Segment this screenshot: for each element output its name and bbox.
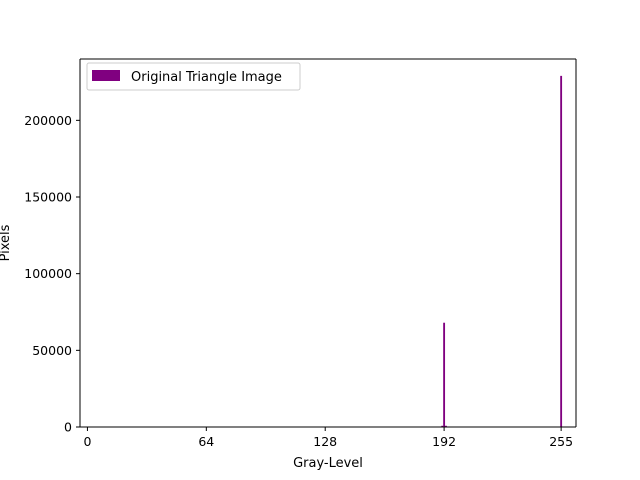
axes-frame bbox=[79, 58, 577, 428]
y-axis-label: Pixels bbox=[0, 224, 13, 261]
bars-layer bbox=[441, 75, 563, 428]
histogram-bar bbox=[445, 425, 447, 427]
histogram-bar bbox=[560, 75, 563, 428]
legend: Original Triangle Image bbox=[86, 62, 301, 91]
y-tick-label: 200000 bbox=[24, 113, 72, 128]
y-tick-label: 0 bbox=[64, 420, 72, 435]
y-ticks: 0 50000 100000 150000 200000 bbox=[24, 113, 80, 435]
x-axis-label: Gray-Level bbox=[293, 456, 363, 471]
legend-box bbox=[86, 62, 301, 91]
legend-label: Original Triangle Image bbox=[131, 70, 282, 85]
histogram-bar bbox=[443, 322, 446, 427]
x-tick-label: 0 bbox=[83, 434, 91, 449]
x-tick-label: 255 bbox=[549, 434, 573, 449]
y-tick-label: 100000 bbox=[24, 266, 72, 281]
y-tick-label: 50000 bbox=[32, 343, 72, 358]
x-tick-label: 64 bbox=[198, 434, 214, 449]
x-tick-label: 128 bbox=[313, 434, 337, 449]
y-tick-label: 150000 bbox=[24, 190, 72, 205]
x-ticks: 0 64 128 192 255 bbox=[83, 427, 573, 449]
x-tick-label: 192 bbox=[432, 434, 456, 449]
histogram-bar bbox=[441, 425, 444, 427]
legend-swatch bbox=[92, 70, 120, 81]
